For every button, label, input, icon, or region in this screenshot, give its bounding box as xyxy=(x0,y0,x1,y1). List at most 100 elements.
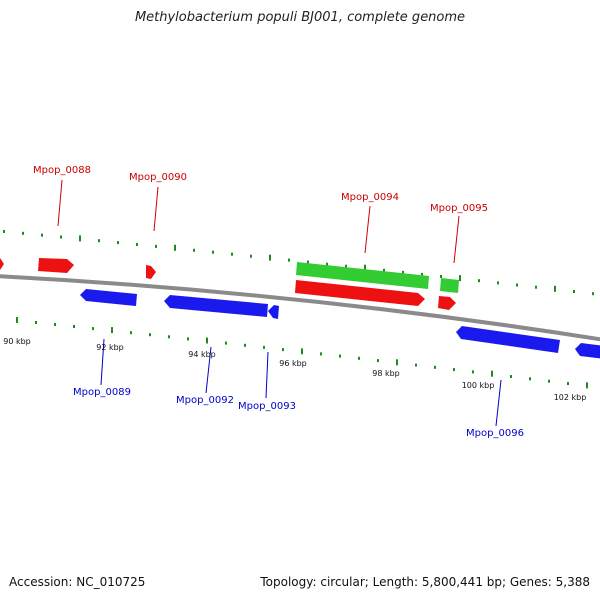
upper-tick xyxy=(592,292,594,296)
upper-tick xyxy=(79,235,81,242)
gene-label-mpop-0095: Mpop_0095 xyxy=(430,203,488,214)
leader-mpop-0096 xyxy=(495,379,502,427)
gene-arrow-mpop-0092 xyxy=(164,295,268,317)
genome-summary-text: Topology: circular; Length: 5,800,441 bp… xyxy=(260,575,590,589)
upper-tick xyxy=(22,231,24,235)
lower-tick xyxy=(529,377,531,381)
lower-tick xyxy=(35,321,37,324)
scale-label-100kbp: 100 kbp xyxy=(462,381,495,390)
lower-tick xyxy=(567,382,569,385)
upper-tick xyxy=(212,250,214,254)
upper-tick xyxy=(402,270,404,274)
upper-tick xyxy=(269,254,271,261)
lower-tick xyxy=(187,337,189,341)
lower-tick xyxy=(548,379,550,383)
scale-label-98kbp: 98 kbp xyxy=(372,369,400,378)
upper-tick-row xyxy=(3,230,594,296)
lower-tick xyxy=(54,323,56,326)
leader-mpop-0090 xyxy=(153,186,159,232)
upper-tick xyxy=(3,230,5,233)
upper-tick xyxy=(174,244,176,251)
lower-tick xyxy=(491,370,493,377)
leader-mpop-0092 xyxy=(205,346,212,394)
gene-arrow-mpop-0088 xyxy=(38,258,74,273)
lower-tick xyxy=(339,354,341,358)
gene-arrow-mpop-0097 xyxy=(575,343,600,359)
leader-mpop-0089 xyxy=(100,338,105,386)
reverse-genes xyxy=(80,289,600,359)
lower-tick-row xyxy=(16,317,588,389)
gene-arrow-mpop-0089 xyxy=(80,289,137,306)
upper-tick xyxy=(326,262,328,266)
upper-tick xyxy=(41,233,43,237)
gene-arrow-mpop-0094 xyxy=(295,280,425,306)
upper-tick xyxy=(459,275,461,282)
gene-arrow-mpop-0093 xyxy=(268,305,279,319)
upper-tick xyxy=(573,290,575,293)
scale-label-92kbp: 92 kbp xyxy=(96,343,124,352)
upper-tick xyxy=(307,260,309,264)
lower-tick xyxy=(92,327,94,331)
map-title: Methylobacterium populi BJ001, complete … xyxy=(134,10,466,25)
gene-label-mpop-0089: Mpop_0089 xyxy=(73,387,131,398)
upper-tick xyxy=(136,243,138,246)
accession-text: Accession: NC_010725 xyxy=(9,575,146,589)
lower-tick xyxy=(149,333,151,337)
upper-tick xyxy=(193,248,195,252)
gene-arrow-mpop-0095 xyxy=(438,296,456,310)
gene-label-mpop-0092: Mpop_0092 xyxy=(176,395,234,406)
upper-tick xyxy=(117,241,119,245)
rna-gene-block-2 xyxy=(440,278,459,293)
lower-tick xyxy=(320,352,322,356)
lower-tick xyxy=(301,348,303,355)
lower-tick xyxy=(206,337,208,344)
gene-label-mpop-0088: Mpop_0088 xyxy=(33,165,91,176)
upper-tick xyxy=(155,244,157,248)
lower-tick xyxy=(244,343,246,347)
gene-label-mpop-0094: Mpop_0094 xyxy=(341,192,399,203)
leader-mpop-0088 xyxy=(57,179,63,227)
scale-label-96kbp: 96 kbp xyxy=(279,359,307,368)
genome-backbone xyxy=(0,274,600,342)
lower-tick xyxy=(472,370,474,374)
gene-arrow-mpop-0096 xyxy=(456,326,560,353)
scale-label-94kbp: 94 kbp xyxy=(188,350,216,359)
upper-tick xyxy=(345,264,347,268)
scale-label-90kbp: 90 kbp xyxy=(3,337,31,346)
upper-tick xyxy=(250,254,252,258)
upper-tick xyxy=(535,285,537,289)
lower-tick xyxy=(586,382,588,389)
upper-tick xyxy=(98,239,100,243)
upper-tick xyxy=(288,258,290,262)
upper-tick xyxy=(440,275,442,278)
upper-tick xyxy=(231,252,233,256)
leader-mpop-0094 xyxy=(364,205,371,254)
upper-tick xyxy=(421,272,423,276)
lower-tick xyxy=(130,331,132,335)
rna-gene-block-1 xyxy=(296,262,429,289)
upper-tick xyxy=(554,285,556,292)
upper-tick xyxy=(383,268,385,272)
gene-arrow-mpop-0090 xyxy=(146,265,156,279)
lower-tick xyxy=(453,368,455,372)
scale-label-102kbp: 102 kbp xyxy=(554,393,587,402)
upper-tick xyxy=(516,283,518,287)
lower-tick xyxy=(73,325,75,328)
upper-tick xyxy=(364,264,366,271)
gene-label-mpop-0096: Mpop_0096 xyxy=(466,428,524,439)
lower-tick xyxy=(396,359,398,366)
lower-tick xyxy=(168,335,170,339)
lower-tick xyxy=(282,348,284,352)
forward-genes xyxy=(0,258,456,310)
gene-label-mpop-0093: Mpop_0093 xyxy=(238,401,296,412)
label-leaders xyxy=(57,179,502,427)
upper-tick xyxy=(478,279,480,283)
rna-genes xyxy=(296,262,459,293)
upper-tick xyxy=(60,235,62,239)
lower-tick xyxy=(263,345,265,349)
lower-tick xyxy=(377,359,379,363)
gene-arrow-mpop-0087 xyxy=(0,258,4,270)
leader-mpop-0093 xyxy=(265,351,269,399)
